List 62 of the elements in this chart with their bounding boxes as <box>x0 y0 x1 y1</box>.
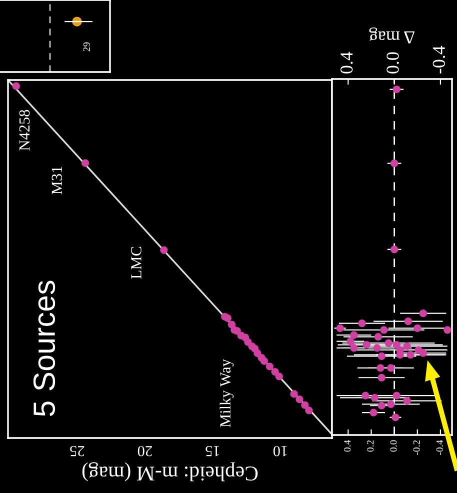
point <box>419 310 427 318</box>
point <box>396 351 404 359</box>
point <box>392 414 400 422</box>
point <box>406 351 414 359</box>
point <box>403 342 411 350</box>
point <box>350 344 358 352</box>
point <box>266 362 274 370</box>
x2-tick-label: 0.4 <box>340 52 353 74</box>
annotation: N4258 <box>19 110 30 150</box>
point <box>370 394 378 402</box>
point <box>290 390 298 398</box>
point <box>275 372 283 380</box>
point <box>378 374 386 382</box>
point <box>346 338 354 346</box>
point <box>384 339 392 347</box>
x-tick-label: 25 <box>70 446 84 456</box>
point <box>350 331 358 339</box>
point <box>403 396 411 405</box>
point <box>414 324 422 332</box>
point <box>392 86 400 94</box>
x-tick-label: 0.4 <box>344 440 351 452</box>
x2-tick-label: -0.4 <box>432 46 446 74</box>
point <box>404 317 412 326</box>
point <box>378 352 386 360</box>
point <box>378 402 386 410</box>
point <box>305 406 313 414</box>
x-tick-label: 20 <box>138 446 152 456</box>
x2-axis-title: Δ mag <box>369 28 414 44</box>
point <box>390 246 398 254</box>
x-tick-label: 15 <box>206 446 219 456</box>
annotation: Milky Way <box>220 359 234 428</box>
point <box>387 364 395 372</box>
point <box>392 392 400 400</box>
point <box>362 392 370 400</box>
text: 29 <box>83 42 90 52</box>
x-tick-label: 0.0 <box>390 440 397 452</box>
point <box>380 326 388 334</box>
x-tick-label: -0.2 <box>413 440 420 455</box>
point <box>376 364 384 372</box>
point <box>390 160 398 168</box>
annotation: LMC <box>131 246 142 279</box>
point <box>224 314 232 322</box>
annotation: 5 Sources <box>33 280 56 416</box>
point <box>419 349 427 357</box>
point <box>374 333 382 341</box>
point <box>370 408 378 416</box>
x-axis-title: Cepheid: m-M (mag) <box>82 462 258 482</box>
point <box>260 357 268 365</box>
x-tick-label: -0.4 <box>436 440 443 455</box>
point <box>81 159 90 167</box>
point <box>387 400 395 408</box>
annotation: M31 <box>52 166 62 194</box>
x2-tick-label: 0.0 <box>386 52 399 74</box>
x-tick-label: 0.2 <box>367 440 374 452</box>
x-tick-label: 10 <box>273 446 287 456</box>
point <box>160 246 168 254</box>
point <box>301 401 309 409</box>
point <box>358 320 366 328</box>
point <box>296 396 304 404</box>
point <box>362 340 370 349</box>
point <box>373 344 381 352</box>
point <box>12 82 20 90</box>
